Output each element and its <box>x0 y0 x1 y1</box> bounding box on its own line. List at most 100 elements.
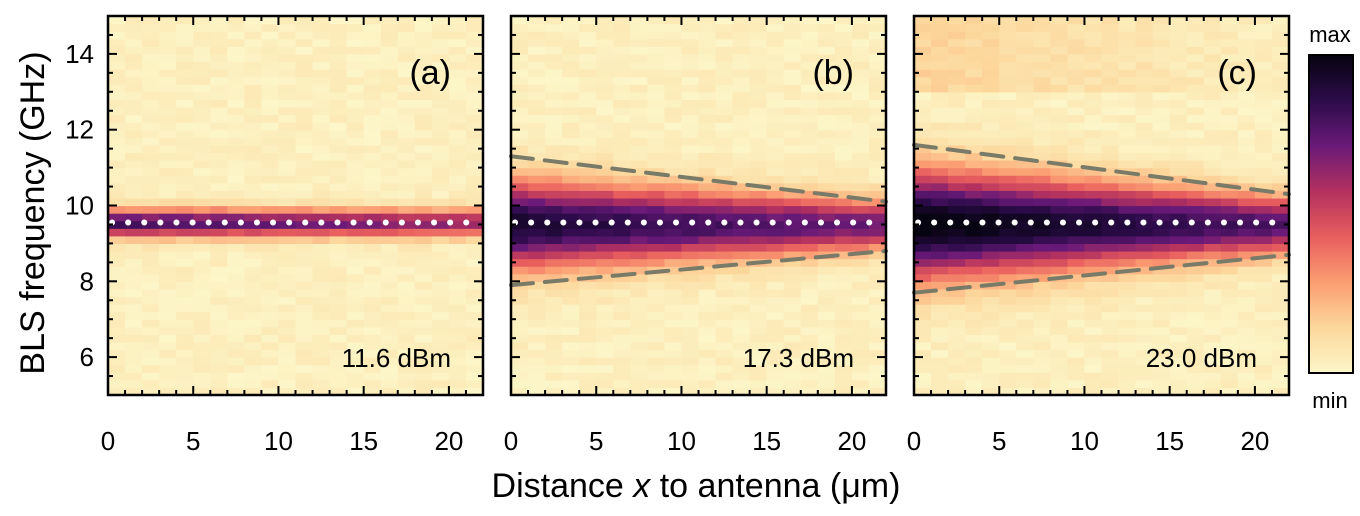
x-tick-label: 10 <box>264 426 293 456</box>
heatmap-cell <box>681 304 700 313</box>
heatmap-cell <box>210 144 228 154</box>
heatmap-cell <box>1135 53 1154 63</box>
heatmap-cell <box>1118 326 1137 335</box>
heatmap-cell <box>681 129 700 138</box>
heatmap-cell <box>261 167 280 176</box>
heatmap-cell <box>1186 46 1205 55</box>
x-axis-label-post: to antenna (μm) <box>650 467 900 505</box>
heatmap-cell <box>159 258 177 267</box>
heatmap-cell <box>1203 122 1222 131</box>
heatmap-cell <box>1033 122 1051 131</box>
heatmap-cell <box>1101 122 1120 131</box>
heatmap-cell <box>596 205 614 214</box>
heatmap-cell <box>414 250 433 260</box>
heatmap-cell <box>108 167 126 176</box>
heatmap-cell <box>193 114 211 123</box>
heatmap-cell <box>312 144 331 154</box>
heatmap-cell <box>914 304 932 313</box>
heatmap-cell <box>312 334 331 343</box>
heatmap-cell <box>397 273 416 282</box>
heatmap-cell <box>851 205 870 214</box>
heatmap-cell <box>783 273 802 282</box>
heatmap-cell <box>142 137 160 146</box>
heatmap-cell <box>596 61 614 70</box>
heatmap-cell <box>562 31 580 40</box>
heatmap-cell <box>1050 288 1069 298</box>
heatmap-cell <box>380 334 399 343</box>
heatmap-cell <box>397 304 416 313</box>
heatmap-cell <box>261 288 280 298</box>
heatmap-cell <box>312 250 331 260</box>
heatmap-cell <box>834 106 853 116</box>
heatmap-cell <box>1067 129 1086 138</box>
heatmap-cell <box>465 31 484 40</box>
heatmap-cell <box>1220 197 1239 207</box>
heatmap-cell <box>1152 99 1171 108</box>
heatmap-cell <box>465 167 484 176</box>
heatmap-cell <box>1237 160 1256 169</box>
heatmap-cell <box>329 167 348 176</box>
heatmap-cell <box>1084 76 1103 85</box>
heatmap-cell <box>176 258 194 267</box>
heatmap-cell <box>528 326 546 335</box>
heatmap-cell <box>159 23 177 32</box>
heatmap-cell <box>278 326 297 335</box>
heatmap-cell <box>999 273 1017 282</box>
heatmap-cell <box>295 38 314 47</box>
heatmap-cell <box>579 304 597 313</box>
heatmap-cell <box>1152 122 1171 131</box>
heatmap-cell <box>1271 106 1290 116</box>
heatmap-cell <box>1016 213 1034 222</box>
heatmap-cell <box>1033 228 1051 237</box>
heatmap-cell <box>125 273 143 282</box>
heatmap-cell <box>800 197 819 207</box>
heatmap-cell <box>800 144 819 154</box>
heatmap-cell <box>613 220 631 229</box>
heatmap-cell <box>579 144 597 154</box>
heatmap-cell <box>783 190 802 199</box>
heatmap-cell <box>579 266 597 275</box>
heatmap-cell <box>312 91 331 100</box>
heatmap-cell <box>800 167 819 176</box>
heatmap-cell <box>528 266 546 275</box>
heatmap-cell <box>1254 175 1273 184</box>
heatmap-cell <box>766 235 785 244</box>
heatmap-cell <box>1118 213 1137 222</box>
heatmap-cell <box>664 341 683 351</box>
heatmap-cell <box>465 205 484 214</box>
heatmap-cell <box>1135 152 1154 161</box>
heatmap-cell <box>528 220 546 229</box>
heatmap-cell <box>125 190 143 199</box>
heatmap-cell <box>681 387 700 396</box>
heatmap-cell <box>261 106 280 116</box>
heatmap-cell <box>1220 228 1239 237</box>
heatmap-cell <box>1135 144 1154 154</box>
heatmap-cell <box>931 266 949 275</box>
heatmap-cell <box>431 213 450 222</box>
heatmap-cell <box>868 61 887 70</box>
heatmap-cell <box>159 182 177 191</box>
heatmap-cell <box>800 160 819 169</box>
heatmap-cell <box>1254 137 1273 146</box>
heatmap-cell <box>1186 250 1205 260</box>
heatmap-cell <box>851 387 870 396</box>
heatmap-cell <box>1016 129 1034 138</box>
heatmap-cell <box>278 281 297 290</box>
heatmap-cell <box>227 372 245 381</box>
heatmap-cell <box>1050 243 1069 252</box>
heatmap-cell <box>931 167 949 176</box>
heatmap-cell <box>176 197 194 207</box>
heatmap-cell <box>630 182 648 191</box>
heatmap-cell <box>1220 114 1239 123</box>
heatmap-cell <box>1050 152 1069 161</box>
heatmap-cell <box>431 91 450 100</box>
heatmap-cell <box>193 99 211 108</box>
heatmap-cell <box>982 304 1000 313</box>
heatmap-cell <box>363 273 382 282</box>
heatmap-cell <box>528 76 546 85</box>
heatmap-cell <box>159 46 177 55</box>
heatmap-cell <box>783 175 802 184</box>
heatmap-cell <box>142 357 160 366</box>
heatmap-cell <box>1118 235 1137 244</box>
heatmap-cell <box>800 220 819 229</box>
